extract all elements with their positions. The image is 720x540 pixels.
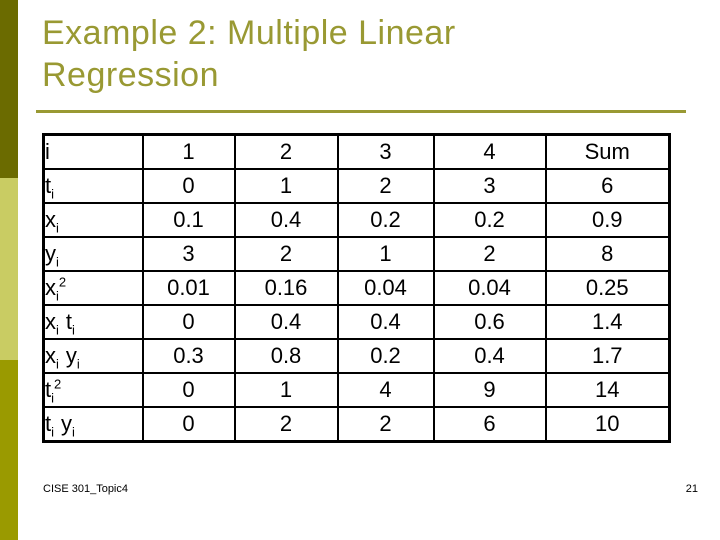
cell-value: 10: [544, 406, 671, 443]
cell-value: 3: [336, 133, 435, 170]
cell-value: 0.2: [432, 202, 547, 238]
table-row: xi yi 0.3 0.8 0.2 0.4 1.7: [42, 338, 671, 374]
cell-value: 1: [233, 168, 339, 204]
cell-value: 0.4: [336, 304, 435, 340]
cell-value: 1: [141, 133, 236, 170]
row-label: xi: [42, 202, 144, 238]
cell-value: 0: [141, 406, 236, 443]
cell-value: 0.16: [233, 270, 339, 306]
cell-value: 8: [544, 236, 671, 272]
cell-value: 0.4: [233, 202, 339, 238]
cell-value: 0.6: [432, 304, 547, 340]
data-table: i 1 2 3 4 Sum ti 0 1 2 3 6 xi 0.1 0.4 0.2 0.2 0.9 yi 3 2 1 2 8 x…: [42, 133, 671, 443]
cell-value: 0.8: [233, 338, 339, 374]
cell-value: 1: [336, 236, 435, 272]
table-row: xi ti 0 0.4 0.4 0.6 1.4: [42, 304, 671, 340]
cell-value: 0.4: [432, 338, 547, 374]
cell-value: 0.1: [141, 202, 236, 238]
table-row: xi 0.1 0.4 0.2 0.2 0.9: [42, 202, 671, 238]
table-row: xi2 0.01 0.16 0.04 0.04 0.25: [42, 270, 671, 306]
table-row: i 1 2 3 4 Sum: [42, 133, 671, 170]
cell-value: 2: [432, 236, 547, 272]
cell-value: 0: [141, 372, 236, 408]
row-label: xi ti: [42, 304, 144, 340]
footer-text: CISE 301_Topic4: [43, 483, 128, 495]
row-label: ti yi: [42, 406, 144, 443]
left-bar-bottom-segment: [0, 360, 18, 540]
table-row: yi 3 2 1 2 8: [42, 236, 671, 272]
row-label: yi: [42, 236, 144, 272]
left-bar-top-segment: [0, 0, 18, 178]
cell-value: 0.3: [141, 338, 236, 374]
title-underline: [36, 110, 686, 113]
left-bar-middle-segment: [0, 178, 18, 360]
slide-title-line2: Regression: [42, 56, 219, 94]
cell-value: 0.04: [336, 270, 435, 306]
table-row: ti2 0 1 4 9 14: [42, 372, 671, 408]
cell-value: 0.9: [544, 202, 671, 238]
table-row: ti yi 0 2 2 6 10: [42, 406, 671, 443]
cell-value: 2: [336, 406, 435, 443]
slide-title-line1: Example 2: Multiple Linear: [42, 14, 456, 52]
cell-value: 2: [233, 133, 339, 170]
row-label: xi2: [42, 270, 144, 306]
cell-value: 0.04: [432, 270, 547, 306]
row-label: xi yi: [42, 338, 144, 374]
cell-value: 0: [141, 304, 236, 340]
cell-value: 0.01: [141, 270, 236, 306]
cell-value: 0.2: [336, 338, 435, 374]
cell-value: 2: [233, 406, 339, 443]
cell-value: 1.4: [544, 304, 671, 340]
cell-value: 3: [432, 168, 547, 204]
cell-value: 6: [432, 406, 547, 443]
row-label: ti2: [42, 372, 144, 408]
data-table-body: i 1 2 3 4 Sum ti 0 1 2 3 6 xi 0.1 0.4 0.2 0.2 0.9 yi 3 2 1 2 8 x…: [42, 133, 671, 443]
cell-value: 4: [336, 372, 435, 408]
slide-title: Example 2: Multiple Linear Regression: [42, 12, 692, 96]
cell-value: 6: [544, 168, 671, 204]
cell-value: 0.2: [336, 202, 435, 238]
cell-value: Sum: [544, 133, 671, 170]
page-number: 21: [685, 483, 698, 495]
cell-value: 2: [233, 236, 339, 272]
cell-value: 0.4: [233, 304, 339, 340]
row-label: ti: [42, 168, 144, 204]
cell-value: 0.25: [544, 270, 671, 306]
cell-value: 0: [141, 168, 236, 204]
cell-value: 2: [336, 168, 435, 204]
cell-value: 1.7: [544, 338, 671, 374]
cell-value: 9: [432, 372, 547, 408]
cell-value: 3: [141, 236, 236, 272]
cell-value: 4: [432, 133, 547, 170]
cell-value: 14: [544, 372, 671, 408]
table-row: ti 0 1 2 3 6: [42, 168, 671, 204]
cell-value: 1: [233, 372, 339, 408]
row-label: i: [42, 133, 144, 170]
